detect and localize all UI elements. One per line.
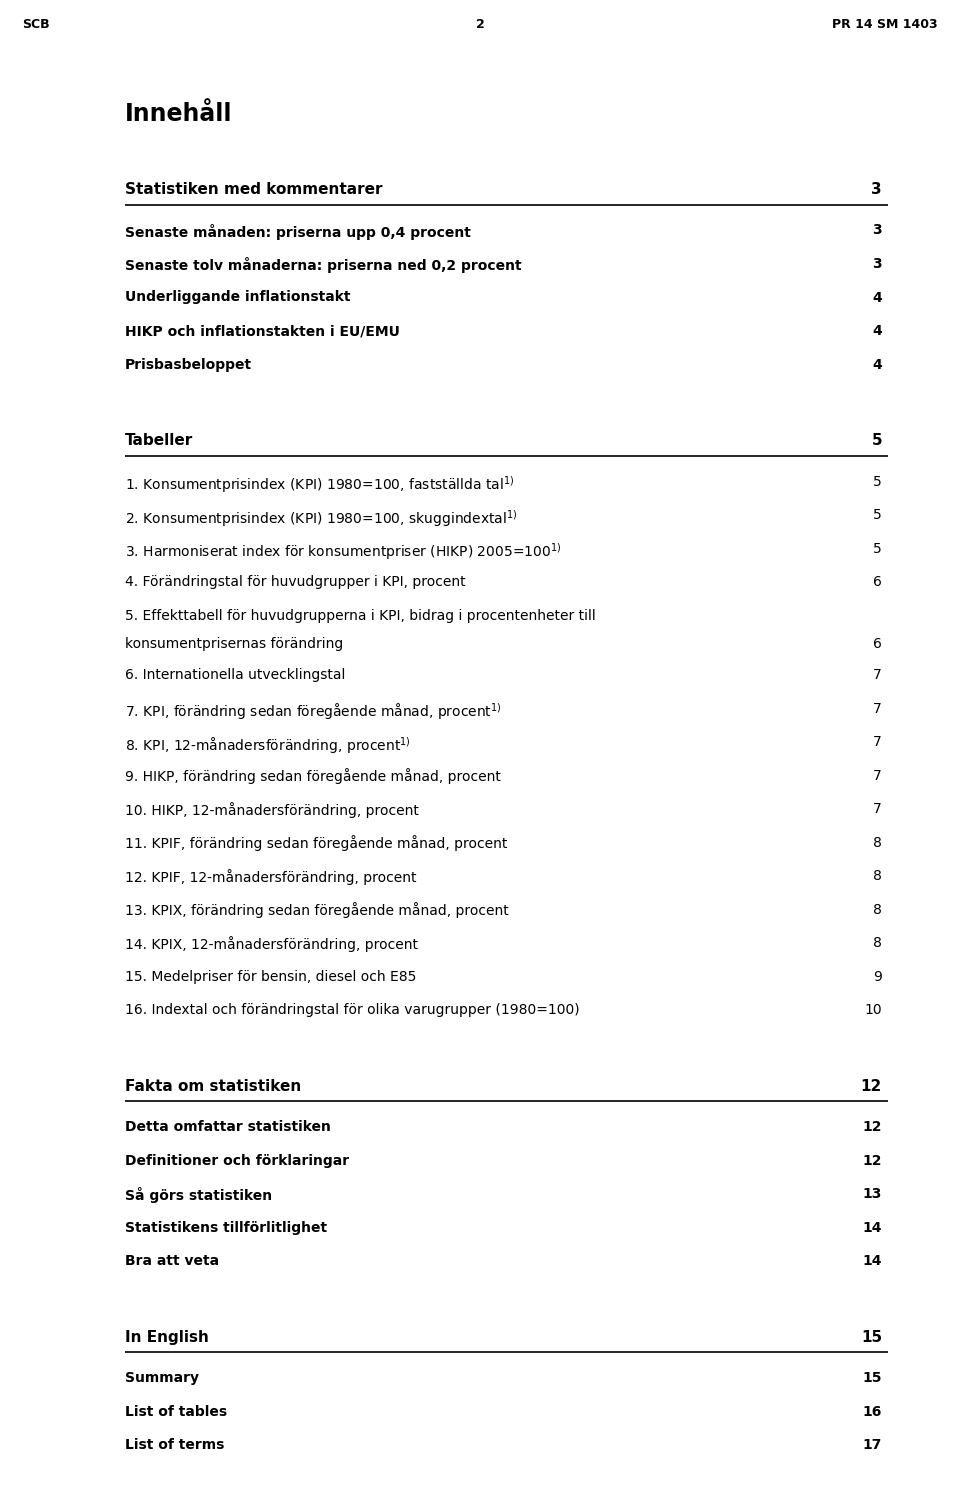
Text: 4: 4 — [873, 358, 882, 371]
Text: 10. HIKP, 12-månadersförändring, procent: 10. HIKP, 12-månadersförändring, procent — [125, 802, 419, 819]
Text: PR 14 SM 1403: PR 14 SM 1403 — [832, 18, 938, 31]
Text: Fakta om statistiken: Fakta om statistiken — [125, 1078, 301, 1093]
Text: 5: 5 — [872, 432, 882, 447]
Text: Bra att veta: Bra att veta — [125, 1254, 219, 1267]
Text: 4: 4 — [873, 324, 882, 338]
Text: 3: 3 — [873, 256, 882, 271]
Text: 5: 5 — [874, 474, 882, 489]
Text: Summary: Summary — [125, 1372, 199, 1385]
Text: 14. KPIX, 12-månadersförändring, procent: 14. KPIX, 12-månadersförändring, procent — [125, 936, 418, 951]
Text: 16. Indextal och förändringstal för olika varugrupper (1980=100): 16. Indextal och förändringstal för olik… — [125, 1003, 580, 1017]
Text: Så görs statistiken: Så görs statistiken — [125, 1187, 272, 1203]
Text: 15. Medelpriser för bensin, diesel och E85: 15. Medelpriser för bensin, diesel och E… — [125, 969, 417, 984]
Text: Tabeller: Tabeller — [125, 432, 193, 447]
Text: 17: 17 — [863, 1437, 882, 1452]
Text: 12: 12 — [862, 1154, 882, 1167]
Text: 12: 12 — [862, 1120, 882, 1135]
Text: 9: 9 — [874, 969, 882, 984]
Text: SCB: SCB — [22, 18, 50, 31]
Text: 12: 12 — [861, 1078, 882, 1093]
Text: 8: 8 — [874, 869, 882, 883]
Text: List of tables: List of tables — [125, 1405, 228, 1418]
Text: HIKP och inflationstakten i EU/EMU: HIKP och inflationstakten i EU/EMU — [125, 324, 400, 338]
Text: 2: 2 — [475, 18, 485, 31]
Text: Definitioner och förklaringar: Definitioner och förklaringar — [125, 1154, 349, 1167]
Text: Senaste månaden: priserna upp 0,4 procent: Senaste månaden: priserna upp 0,4 procen… — [125, 224, 470, 240]
Text: Statistiken med kommentarer: Statistiken med kommentarer — [125, 182, 382, 197]
Text: 7: 7 — [874, 735, 882, 748]
Text: 7: 7 — [874, 768, 882, 783]
Text: 13. KPIX, förändring sedan föregående månad, procent: 13. KPIX, förändring sedan föregående må… — [125, 902, 509, 918]
Text: Underliggande inflationstakt: Underliggande inflationstakt — [125, 291, 350, 304]
Text: 7: 7 — [874, 701, 882, 716]
Text: 5: 5 — [874, 541, 882, 556]
Text: 16: 16 — [863, 1405, 882, 1418]
Text: konsumentprisernas förändring: konsumentprisernas förändring — [125, 637, 344, 652]
Text: 6: 6 — [874, 576, 882, 589]
Text: 13: 13 — [863, 1187, 882, 1200]
Text: List of terms: List of terms — [125, 1437, 225, 1452]
Text: 9. HIKP, förändring sedan föregående månad, procent: 9. HIKP, förändring sedan föregående mån… — [125, 768, 501, 784]
Text: 2. Konsumentprisindex (KPI) 1980=100, skuggindextal$^{1)}$: 2. Konsumentprisindex (KPI) 1980=100, sk… — [125, 508, 517, 529]
Text: 8: 8 — [874, 902, 882, 917]
Text: 3. Harmoniserat index för konsumentpriser (HIKP) 2005=100$^{1)}$: 3. Harmoniserat index för konsumentprise… — [125, 541, 562, 562]
Text: 6: 6 — [874, 637, 882, 652]
Text: Statistikens tillförlitlighet: Statistikens tillförlitlighet — [125, 1221, 327, 1235]
Text: 14: 14 — [862, 1254, 882, 1267]
Text: In English: In English — [125, 1330, 209, 1345]
Text: 7. KPI, förändring sedan föregående månad, procent$^{1)}$: 7. KPI, förändring sedan föregående måna… — [125, 701, 502, 723]
Text: 8. KPI, 12-månadersförändring, procent$^{1)}$: 8. KPI, 12-månadersförändring, procent$^… — [125, 735, 411, 756]
Text: 12. KPIF, 12-månadersförändring, procent: 12. KPIF, 12-månadersförändring, procent — [125, 869, 417, 886]
Text: 8: 8 — [874, 835, 882, 850]
Text: Detta omfattar statistiken: Detta omfattar statistiken — [125, 1120, 331, 1135]
Text: 4. Förändringstal för huvudgrupper i KPI, procent: 4. Förändringstal för huvudgrupper i KPI… — [125, 576, 466, 589]
Text: 5. Effekttabell för huvudgrupperna i KPI, bidrag i procentenheter till: 5. Effekttabell för huvudgrupperna i KPI… — [125, 608, 596, 623]
Text: 4: 4 — [873, 291, 882, 304]
Text: 15: 15 — [861, 1330, 882, 1345]
Text: 3: 3 — [873, 224, 882, 237]
Text: 10: 10 — [864, 1003, 882, 1017]
Text: Prisbasbeloppet: Prisbasbeloppet — [125, 358, 252, 371]
Text: 8: 8 — [874, 936, 882, 950]
Text: 11. KPIF, förändring sedan föregående månad, procent: 11. KPIF, förändring sedan föregående må… — [125, 835, 508, 851]
Text: 7: 7 — [874, 802, 882, 816]
Text: 14: 14 — [862, 1221, 882, 1235]
Text: 3: 3 — [872, 182, 882, 197]
Text: 1. Konsumentprisindex (KPI) 1980=100, fastställda tal$^{1)}$: 1. Konsumentprisindex (KPI) 1980=100, fa… — [125, 474, 515, 495]
Text: 6. Internationella utvecklingstal: 6. Internationella utvecklingstal — [125, 668, 346, 681]
Text: 7: 7 — [874, 668, 882, 681]
Text: Senaste tolv månaderna: priserna ned 0,2 procent: Senaste tolv månaderna: priserna ned 0,2… — [125, 256, 521, 273]
Text: Innehåll: Innehåll — [125, 101, 232, 127]
Text: 15: 15 — [862, 1372, 882, 1385]
Text: 5: 5 — [874, 508, 882, 522]
